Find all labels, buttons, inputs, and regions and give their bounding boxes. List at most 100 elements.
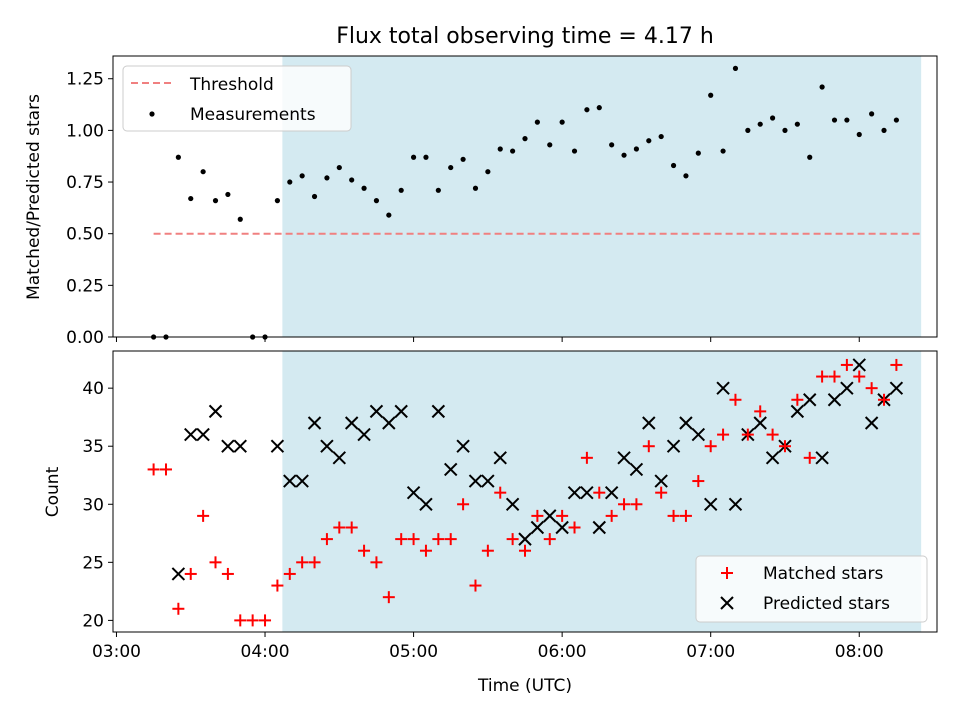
x-tick-label: 03:00: [92, 642, 141, 662]
predicted-star-point: [543, 509, 557, 523]
predicted-star-point: [580, 485, 594, 500]
matched-star-point: [729, 393, 742, 406]
predicted-star-point: [221, 439, 235, 453]
measurement-point: [596, 105, 602, 111]
measurement-point: [361, 185, 367, 191]
measurement-point: [373, 198, 380, 204]
matched-star-point: [878, 393, 891, 406]
predicted-stars-legend-label: Predicted stars: [763, 594, 890, 614]
matched-star-point: [184, 567, 197, 580]
bottom-y-ticks: 20 25 30 35 40: [82, 379, 113, 631]
measurement-point: [274, 198, 281, 204]
top-legend: Threshold Measurements: [122, 65, 352, 132]
predicted-star-point: [728, 497, 743, 511]
matched-star-point: [803, 451, 816, 464]
predicted-star-point: [518, 532, 532, 546]
matched-star-point: [320, 533, 333, 546]
predicted-star-point: [270, 439, 285, 453]
measurement-point: [398, 187, 404, 193]
measurement-point: [175, 154, 181, 160]
matched-star-point: [259, 614, 272, 627]
matched-star-point: [358, 544, 371, 557]
predicted-star-point: [208, 404, 223, 419]
predicted-star-point: [889, 381, 904, 395]
bottom-y-tick-label: 40: [82, 379, 104, 399]
matched-stars-points: [147, 358, 903, 627]
measurement-point: [559, 119, 565, 125]
measurement-point: [794, 121, 800, 127]
measurement-point: [237, 216, 243, 222]
measurement-point: [646, 138, 652, 144]
top-y-tick-label: 0.00: [66, 328, 104, 348]
predicted-star-point: [666, 439, 681, 453]
measurement-point: [609, 142, 615, 148]
matched-star-point: [432, 533, 445, 546]
measurement-point: [633, 146, 640, 152]
measurement-point: [819, 84, 825, 90]
matched-stars-legend-swatch: [721, 567, 733, 579]
measurement-points: [151, 65, 899, 340]
predicted-star-point: [703, 497, 718, 511]
matched-star-point: [840, 358, 853, 371]
predicted-star-point: [419, 497, 433, 511]
top-plot-frame: [112, 55, 938, 338]
matched-star-point: [865, 382, 878, 395]
matched-star-point: [717, 428, 730, 441]
measurement-point: [708, 92, 714, 98]
measurement-point: [410, 154, 417, 160]
matched-star-point: [816, 370, 829, 383]
bottom-panel: 20 25 30 35 40 03:00 04:00 05:00 06:00 07:00 08:0…: [43, 350, 938, 696]
predicted-star-point: [852, 358, 866, 372]
predicted-star-point: [555, 520, 569, 535]
matched-star-point: [890, 358, 903, 371]
bottom-plot-frame: [112, 350, 938, 633]
measurement-point: [782, 127, 788, 133]
matched-star-point: [853, 370, 866, 383]
predicted-star-point: [864, 416, 879, 430]
measurement-point: [658, 133, 664, 140]
predicted-star-point: [357, 427, 371, 442]
matched-star-point: [283, 567, 296, 580]
top-legend-box: [122, 65, 352, 132]
chart-title: Flux total observing time = 4.17 h: [336, 24, 714, 49]
threshold-legend-label: Threshold: [189, 75, 274, 95]
predicted-star-point: [481, 474, 495, 488]
predicted-star-point: [617, 451, 631, 465]
bottom-legend-box: [695, 555, 928, 623]
predicted-star-point: [592, 520, 606, 535]
matched-star-point: [481, 544, 494, 557]
matched-star-point: [642, 440, 655, 453]
predicted-star-point: [840, 381, 854, 395]
predicted-star-point: [530, 520, 545, 535]
top-y-tick-label: 0.50: [66, 225, 104, 245]
predicted-star-point: [456, 439, 470, 453]
bottom-legend: Matched stars Predicted stars: [695, 555, 928, 623]
top-y-tick-label: 0.75: [66, 173, 104, 193]
measurement-point: [881, 127, 887, 133]
predicted-star-point: [283, 474, 297, 488]
measurement-point: [745, 127, 751, 133]
x-tick-label: 08:00: [835, 642, 884, 662]
matched-star-point: [506, 533, 519, 546]
measurement-point: [522, 136, 528, 142]
predicted-star-point: [320, 439, 334, 453]
matched-star-point: [333, 521, 346, 534]
matched-star-point: [147, 463, 160, 476]
predicted-star-point: [171, 567, 186, 581]
measurement-point: [386, 212, 392, 218]
bottom-y-tick-label: 25: [82, 553, 104, 573]
measurement-point: [856, 131, 862, 138]
measurement-point: [893, 117, 899, 123]
matched-star-point: [419, 544, 432, 557]
matched-star-point: [543, 533, 556, 546]
measurement-point: [423, 154, 429, 160]
matched-star-point: [667, 509, 680, 522]
top-y-tick-label: 0.25: [66, 276, 104, 296]
matched-star-point: [407, 533, 420, 546]
measurement-point: [547, 142, 553, 148]
matched-star-point: [444, 533, 457, 546]
x-axis-label: Time (UTC): [477, 676, 572, 696]
matched-star-point: [679, 509, 692, 522]
matched-star-point: [395, 533, 408, 546]
top-y-ticks: 0.00 0.25 0.50 0.75 1.00 1.25: [66, 70, 113, 348]
